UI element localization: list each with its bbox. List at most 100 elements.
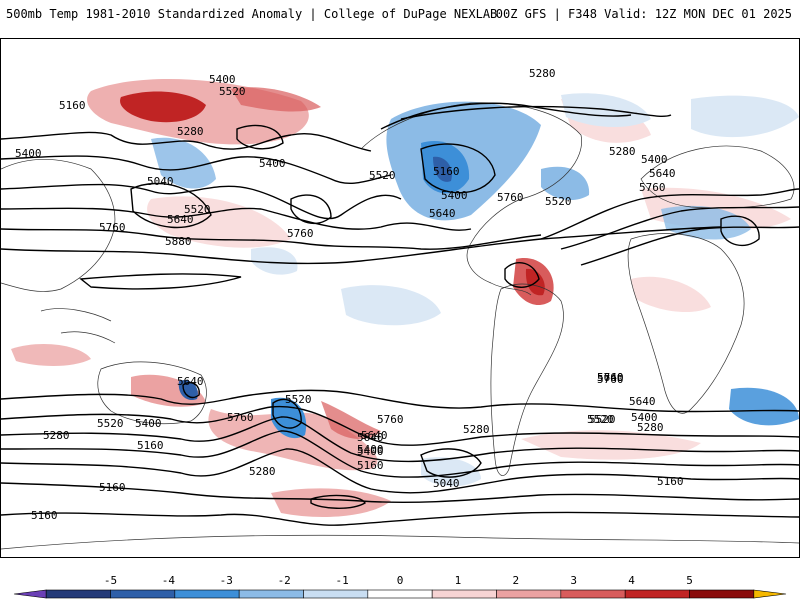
warm-anomaly-indian-ocean [11, 344, 91, 366]
contour-5280-nh [1, 155, 392, 184]
map-panel[interactable]: 5400 5520 5160 5280 5400 5040 5520 5400 … [0, 38, 800, 558]
colorbar-arrow-max [753, 589, 787, 599]
colorbar-swatch [45, 589, 111, 599]
colorbar-tick-label: -3 [220, 574, 233, 587]
contour-label: 5640 [429, 207, 456, 220]
contour-label: 5760 [597, 373, 624, 386]
cool-anomaly-central-pacific [251, 247, 298, 275]
warm-anomaly-bering [231, 87, 321, 112]
contour-label: 5400 [135, 417, 162, 430]
contour-label: 5760 [597, 371, 624, 384]
colorbar-graphic: -5 -4 -3 -2 -1 0 1 2 3 4 5 [13, 574, 787, 599]
contour-low-sopac [272, 398, 302, 429]
warm-anomaly-shading [11, 78, 791, 517]
contour-label: 5040 [147, 175, 174, 188]
contour-label: 5400 [357, 445, 384, 458]
contour-label: 5640 [177, 375, 204, 388]
contour-label: 5520 [589, 413, 616, 426]
coastline-asia [1, 158, 116, 292]
contour-label: 5280 [249, 465, 276, 478]
contour-label: 5400 [209, 73, 236, 86]
colorbar-arrow-min [13, 589, 47, 599]
contour-low-hudson [420, 143, 496, 194]
contour-label: 5280 [637, 421, 664, 434]
contour-label: 5040 [433, 477, 460, 490]
contour-5760-nh [1, 226, 722, 265]
colorbar-swatch [496, 589, 562, 599]
contour-label: 5160 [59, 99, 86, 112]
contour-5400-nh [1, 183, 402, 220]
colorbar-swatch [238, 589, 304, 599]
contour-5520-nh [1, 207, 472, 231]
contour-label: 5640 [357, 431, 384, 444]
contour-5400-sh [1, 430, 799, 478]
contour-5160-nh [1, 131, 372, 152]
colorbar-tick-label: -2 [278, 574, 291, 587]
contour-label: 5160 [31, 509, 58, 522]
colorbar-tick-label: 3 [570, 574, 577, 587]
colorbar-tick-label: 5 [686, 574, 693, 587]
contour-5280-top [400, 105, 672, 120]
colorbar-tick-label: -4 [162, 574, 176, 587]
contour-5880-nh [79, 273, 242, 290]
contour-low-aleutian [130, 182, 212, 229]
warm-anomaly-south-pacific-band-2 [321, 401, 381, 440]
colorbar-tick-label: -5 [104, 574, 117, 587]
map-title: 500mb Temp 1981-2010 Standardized Anomal… [6, 7, 498, 21]
anomaly-map: 5400 5520 5160 5280 5400 5040 5520 5400 … [1, 67, 799, 550]
colorbar-tick-label: 4 [628, 574, 635, 587]
contour-5520-atl [540, 188, 799, 240]
contour-label: 5760 [639, 181, 666, 194]
contour-label: 5520 [184, 203, 211, 216]
contour-high-nsea [236, 124, 284, 150]
colorbar-swatch [431, 589, 497, 599]
contour-label: 5640 [167, 213, 194, 226]
header-bar: 500mb Temp 1981-2010 Standardized Anomal… [0, 0, 800, 30]
colorbar-swatch [560, 589, 626, 599]
coastline-australia [97, 361, 207, 425]
contour-label: 5520 [587, 413, 614, 426]
contour-label: 5760 [497, 191, 524, 204]
cool-anomaly-north-africa [661, 205, 751, 240]
colorbar-tick-label: 0 [397, 574, 404, 587]
colorbar-swatch [174, 589, 240, 599]
colorbar: -5 -4 -3 -2 -1 0 1 2 3 4 5 [0, 562, 800, 600]
contour-label: 5880 [165, 235, 192, 248]
contour-label: 5640 [597, 371, 624, 384]
contour-5280-sh [1, 448, 799, 494]
contour-label: 5160 [357, 459, 384, 472]
contour-5760-sh [1, 389, 799, 413]
contour-label: 5280 [529, 67, 556, 80]
cool-anomaly-north-america-inner [433, 156, 452, 182]
contour-label: 5400 [259, 157, 286, 170]
contour-5640-atl [560, 206, 799, 250]
coastline-antarctica [1, 534, 799, 550]
contour-label: 5160 [99, 481, 126, 494]
cool-anomaly-europe [691, 95, 799, 138]
contour-5640-sh [1, 405, 799, 446]
contour-low-aus [182, 381, 200, 399]
contour-5400-ak [380, 102, 632, 130]
contour-high-eastern [504, 261, 540, 288]
contour-5520-sh [1, 416, 799, 463]
contour-5040-sh [420, 448, 482, 478]
colorbar-swatches [13, 589, 787, 599]
contour-5640-nh [1, 228, 542, 250]
colorbar-tick-label: 1 [455, 574, 462, 587]
colorbar-swatch [110, 589, 176, 599]
contour-5160-sh [1, 482, 799, 504]
coastline-south-america [490, 283, 564, 476]
cool-anomaly-south-atlantic [421, 457, 481, 487]
contour-label: 5400 [631, 411, 658, 424]
coastline-africa [627, 233, 745, 414]
contour-label: 5520 [285, 393, 312, 406]
coastline-indonesia [40, 308, 116, 344]
warm-anomaly-north-pacific-core [120, 91, 206, 123]
warm-anomaly-antarctic-pacific [271, 488, 391, 517]
warm-anomaly-west-pacific [147, 196, 291, 248]
model-run-info: 00Z GFS | F348 Valid: 12Z MON DEC 01 202… [495, 7, 792, 21]
colorbar-swatch [624, 589, 690, 599]
colorbar-swatch [367, 589, 433, 599]
contour-label: 5760 [99, 221, 126, 234]
contour-label: 5280 [609, 145, 636, 158]
